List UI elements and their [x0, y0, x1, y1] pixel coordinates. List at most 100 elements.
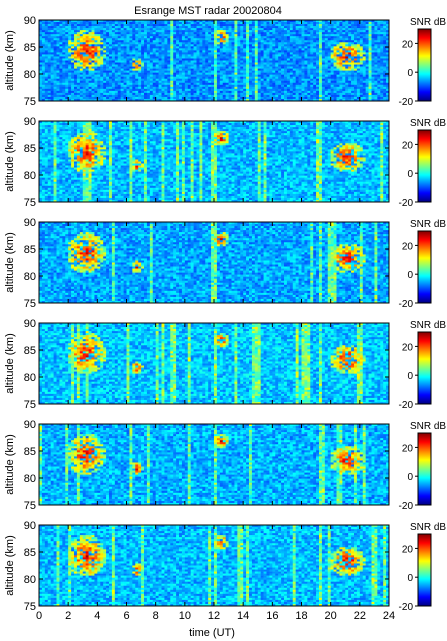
heatmap-cell [196, 94, 200, 98]
heatmap-cell [251, 80, 256, 84]
heatmap-cell [342, 98, 346, 102]
heatmap-cell [100, 66, 104, 69]
heatmap-cell [292, 68, 296, 71]
heatmap-cell [100, 26, 104, 29]
heatmap-cell [155, 26, 159, 29]
heatmap-cell [251, 74, 256, 77]
heatmap-cell [319, 30, 323, 33]
heatmap-cell [79, 66, 84, 69]
heatmap-cell [237, 28, 241, 31]
heatmap-cell [342, 78, 346, 82]
heatmap-cell [351, 88, 355, 92]
heatmap-cell [53, 98, 57, 102]
heatmap-cell [240, 22, 244, 25]
heatmap-cell [47, 76, 51, 80]
heatmap-cell [126, 84, 130, 88]
heatmap-cell [348, 76, 352, 80]
heatmap-cell [144, 42, 148, 45]
heatmap-cell [123, 38, 127, 41]
heatmap-cell [47, 48, 51, 51]
heatmap-cell [106, 64, 110, 67]
heatmap-cell [362, 28, 366, 31]
heatmap-cell [164, 24, 168, 27]
heatmap-cell [97, 88, 101, 92]
heatmap-cell [286, 52, 291, 55]
heatmap-cell [249, 52, 253, 55]
heatmap-cell [117, 78, 121, 82]
heatmap-cell [214, 80, 218, 84]
heatmap-cell [41, 62, 46, 65]
heatmap-cell [94, 52, 98, 55]
heatmap-cell [94, 22, 98, 25]
heatmap-cell [289, 46, 294, 49]
heatmap-cell [76, 60, 81, 63]
heatmap-cell [88, 28, 92, 31]
heatmap-cell [65, 94, 69, 98]
heatmap-cell [214, 28, 218, 31]
heatmap-cell [342, 46, 346, 49]
heatmap-cell [354, 74, 358, 77]
heatmap-cell [333, 66, 337, 69]
heatmap-cell [237, 44, 241, 47]
heatmap-cell [44, 46, 49, 49]
heatmap-cell [374, 78, 378, 82]
heatmap-cell [79, 94, 84, 98]
heatmap-cell [260, 94, 264, 98]
heatmap-cell [278, 30, 282, 33]
heatmap-cell [377, 86, 381, 90]
heatmap-cell [321, 82, 326, 86]
heatmap-cell [120, 80, 124, 84]
heatmap-cell [231, 50, 235, 53]
heatmap-cell [179, 72, 183, 75]
heatmap-cell [321, 22, 326, 25]
heatmap-cell [39, 78, 43, 82]
heatmap-cell [307, 54, 311, 57]
heatmap-cell [103, 32, 107, 35]
heatmap-cell [152, 44, 156, 47]
heatmap-cell [263, 80, 267, 84]
heatmap-cell [237, 50, 241, 53]
heatmap-cell [65, 96, 69, 100]
heatmap-cell [132, 28, 136, 31]
heatmap-cell [374, 121, 378, 124]
heatmap-cell [254, 66, 259, 69]
heatmap-cell [292, 86, 296, 90]
heatmap-cell [91, 86, 95, 90]
heatmap-cell [301, 20, 305, 23]
heatmap-cell [237, 74, 241, 77]
heatmap-cell [362, 88, 366, 92]
heatmap-cell [120, 24, 124, 27]
heatmap-cell [275, 68, 279, 71]
heatmap-cell [111, 52, 116, 55]
heatmap-cell [354, 30, 358, 33]
heatmap-cell [141, 36, 145, 39]
heatmap-cell [231, 54, 235, 57]
heatmap-cell [176, 68, 180, 71]
heatmap-cell [246, 58, 250, 61]
heatmap-cell [146, 70, 151, 73]
heatmap-cell [187, 34, 191, 37]
heatmap-cell [193, 98, 197, 102]
heatmap-cell [269, 98, 273, 102]
heatmap-cell [41, 20, 46, 23]
heatmap-cell [348, 38, 352, 41]
heatmap-cell [141, 74, 145, 77]
heatmap-cell [82, 44, 86, 47]
heatmap-cell [100, 62, 104, 65]
heatmap-cell [138, 90, 142, 94]
heatmap-cell [184, 90, 189, 94]
heatmap-cell [65, 86, 69, 90]
heatmap-cell [91, 72, 95, 75]
heatmap-cell [214, 54, 218, 57]
heatmap-cell [321, 64, 326, 67]
heatmap-cell [208, 26, 212, 29]
heatmap-cell [114, 82, 119, 86]
heatmap-cell [144, 50, 148, 53]
heatmap-cell [94, 74, 98, 77]
heatmap-cell [319, 38, 323, 41]
heatmap-cell [316, 94, 320, 98]
heatmap-cell [351, 80, 355, 84]
heatmap-cell [330, 22, 334, 25]
heatmap-cell [97, 40, 101, 43]
heatmap-cell [47, 78, 51, 82]
